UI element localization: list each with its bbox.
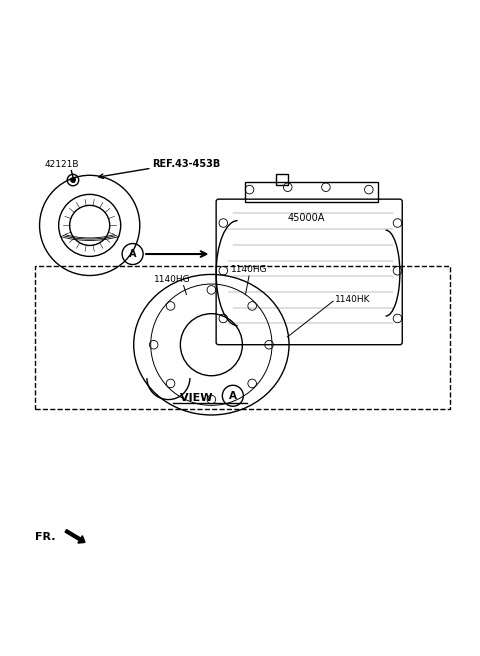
Text: 42121B: 42121B (44, 159, 79, 169)
Bar (276, 174, 288, 185)
Bar (35, 266, 450, 409)
Bar (245, 182, 378, 201)
Text: VIEW: VIEW (180, 392, 216, 403)
Text: 1140HG: 1140HG (154, 275, 191, 283)
Circle shape (71, 178, 75, 182)
Text: 45000A: 45000A (288, 213, 325, 222)
Text: 1140HG: 1140HG (230, 265, 267, 274)
Text: 1140HK: 1140HK (336, 295, 371, 304)
Text: FR.: FR. (35, 533, 55, 543)
Text: REF.43-453B: REF.43-453B (152, 159, 220, 169)
FancyArrow shape (65, 529, 85, 543)
Text: A: A (129, 249, 136, 259)
Text: A: A (229, 391, 237, 401)
